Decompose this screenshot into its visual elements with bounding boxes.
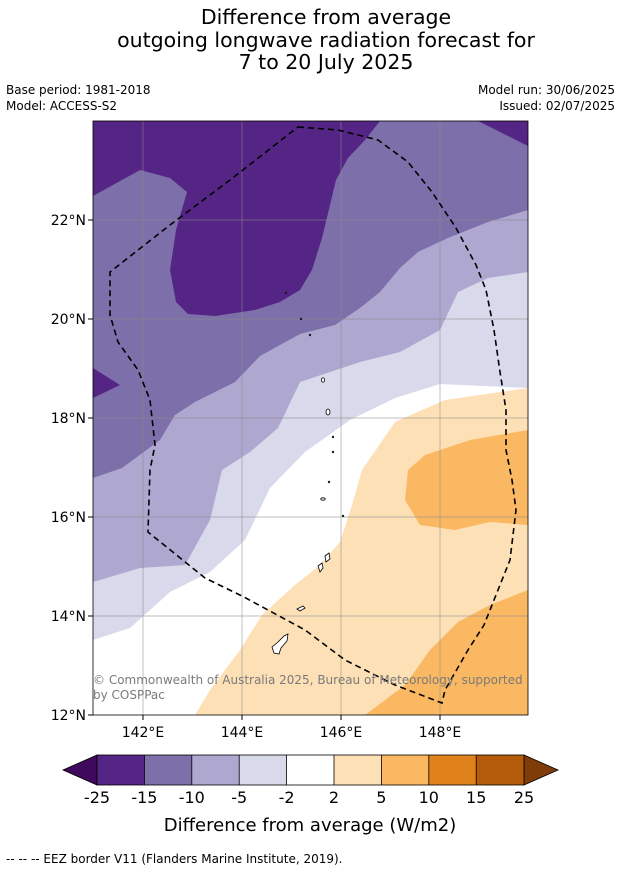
colorbar-swatch-5 (286, 755, 334, 785)
band-orange-east (405, 430, 528, 530)
colorbar-swatch-6 (334, 755, 382, 785)
colorbar-swatch-7 (381, 755, 429, 785)
colorbar-swatch-4 (239, 755, 287, 785)
island-agrihan (320, 377, 325, 383)
base-period: Base period: 1981-2018 (6, 83, 151, 97)
colorbar-tick-label: 5 (376, 788, 386, 807)
island-saipan (324, 552, 331, 563)
colorbar-outline (96, 754, 525, 786)
island-outlines (271, 291, 345, 655)
island-tinian (317, 562, 324, 573)
longitude-axis (142, 715, 441, 720)
colorbar-swatch-1 (97, 755, 145, 785)
eez-footnote: -- -- -- EEZ border V11 (Flanders Marine… (6, 852, 343, 866)
island-rota (296, 605, 306, 612)
lon-label-148e: 148°E (419, 725, 462, 741)
band-orange-southeast (365, 590, 528, 715)
title-line-3: 7 to 20 July 2025 (238, 50, 414, 74)
copyright-line-2: by COSPPac (93, 688, 165, 702)
lat-label-22n: 22°N (51, 213, 86, 229)
lat-label-12n: 12°N (51, 708, 86, 724)
title-line-2: outgoing longwave radiation forecast for (117, 27, 535, 52)
island-maug (308, 333, 312, 337)
latitude-axis (88, 219, 93, 716)
island-anatahan (320, 497, 326, 501)
colorbar-tick-label: -10 (179, 788, 205, 807)
island-alamagan (331, 450, 335, 454)
colorbar-tick-label: -2 (279, 788, 295, 807)
colorbar-dividers (143, 755, 477, 785)
island-sarigan (327, 480, 331, 484)
band-dark-purple-west (93, 368, 120, 398)
title-line-1: Difference from average (200, 5, 452, 29)
colorbar-tick-label: -25 (84, 788, 110, 807)
colorbar-over-arrow (523, 754, 559, 786)
colorbar-swatch-9 (476, 755, 524, 785)
band-dark-purple-north (93, 121, 380, 316)
colorbar-tick-label: 25 (514, 788, 534, 807)
colorbar-tick-label: 2 (329, 788, 339, 807)
copyright-line-1: © Commonwealth of Australia 2025, Bureau… (93, 673, 523, 687)
colorbar-swatch-2 (144, 755, 192, 785)
island-pagan (325, 408, 331, 416)
lon-label-146e: 146°E (320, 725, 363, 741)
island-asuncion (299, 317, 303, 321)
island-uracas (284, 291, 288, 295)
island-guam (271, 633, 289, 655)
meta-right: Model run: 30/06/2025 Issued: 02/07/2025 (478, 82, 615, 114)
lat-label-14n: 14°N (51, 609, 86, 625)
colorbar: -25 -15 -10 -5 -2 2 5 10 15 25 Differenc… (62, 754, 559, 836)
colorbar-swatch-8 (428, 755, 477, 785)
lat-label-20n: 20°N (51, 312, 86, 328)
lat-label-18n: 18°N (51, 411, 86, 427)
model-run: Model run: 30/06/2025 (477, 83, 615, 97)
colorbar-label: Difference from average (W/m2) (164, 815, 456, 836)
model-name: Model: ACCESS-S2 (6, 99, 118, 113)
colorbar-tick-label: -5 (231, 788, 247, 807)
lon-label-142e: 142°E (122, 725, 165, 741)
eez-border (109, 126, 517, 705)
colorbar-tick-label: 15 (466, 788, 486, 807)
island-farallon-de-medinilla (341, 514, 345, 518)
band-dark-purple-northeast (478, 121, 528, 146)
island-guguan (331, 435, 335, 439)
map-title: Difference from average outgoing longwav… (0, 6, 621, 74)
meta-left: Base period: 1981-2018 Model: ACCESS-S2 (6, 82, 151, 114)
colorbar-tick-label: 10 (419, 788, 439, 807)
colorbar-under-arrow (62, 754, 98, 786)
colorbar-tick-label: -15 (131, 788, 157, 807)
gridlines (93, 121, 528, 715)
lat-label-16n: 16°N (51, 510, 86, 526)
issued-date: Issued: 02/07/2025 (499, 99, 615, 113)
colorbar-swatch-3 (191, 755, 240, 785)
lon-label-144e: 144°E (221, 725, 264, 741)
